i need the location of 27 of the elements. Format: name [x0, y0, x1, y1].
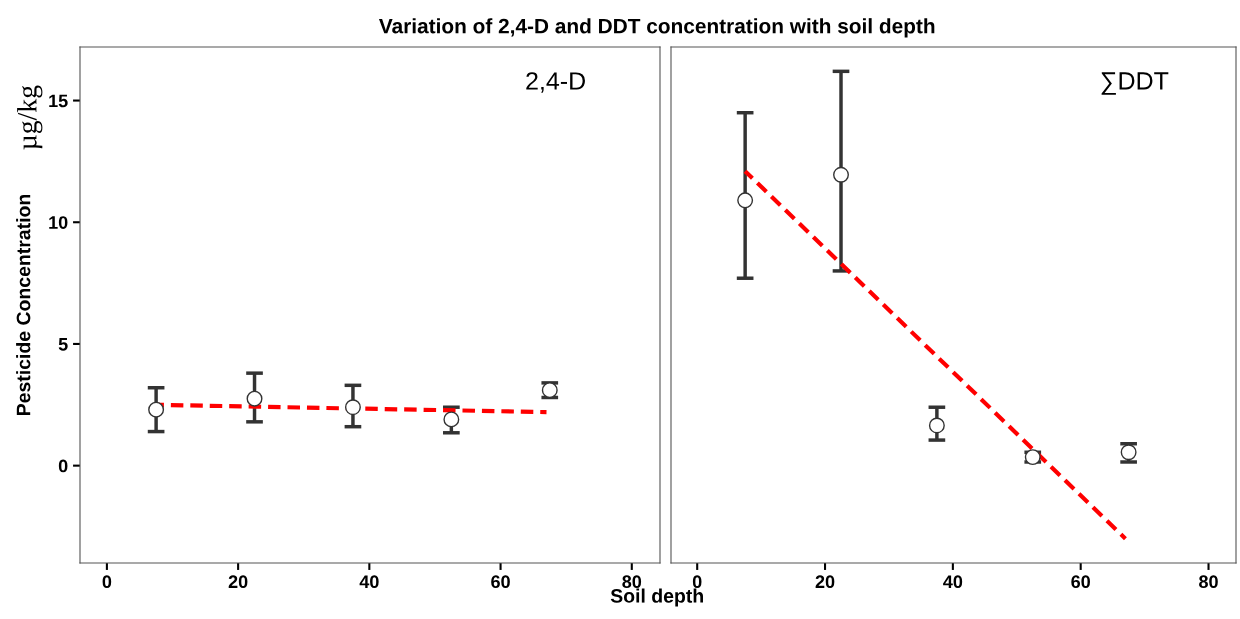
annotation: 2,4-D	[526, 72, 585, 93]
x-tick-label: 80	[622, 575, 642, 589]
x-tick-label: 60	[491, 575, 510, 589]
y-tick-label: 5	[58, 338, 68, 351]
point	[246, 390, 263, 407]
x-tick-label: 40	[359, 575, 379, 589]
point	[737, 192, 754, 209]
chart-title: Variation of 2,4-D and DDT concentration with soil depth	[378, 18, 935, 38]
point	[344, 399, 361, 416]
x-tick-label: 60	[1071, 575, 1090, 589]
y-tick-label: 10	[49, 216, 68, 229]
y-tick-label: 0	[58, 459, 68, 473]
y-axis-title: Pesticide Concentration	[16, 194, 31, 415]
point	[443, 411, 460, 428]
annotation: ∑DDT	[1101, 72, 1169, 95]
text: µg/kg	[17, 85, 43, 150]
x-axis-title: Soil depth	[610, 588, 703, 607]
x-tick-label: 20	[815, 575, 835, 589]
x-tick-label: 0	[102, 575, 112, 589]
x-tick-label: 20	[228, 575, 248, 589]
point	[928, 417, 945, 434]
x-tick-label: 0	[692, 575, 702, 589]
point	[833, 166, 849, 183]
x-tick-label: 80	[1199, 575, 1218, 589]
y-tick-label: 15	[49, 94, 68, 108]
point	[148, 401, 165, 418]
x-tick-label: 40	[943, 575, 963, 589]
